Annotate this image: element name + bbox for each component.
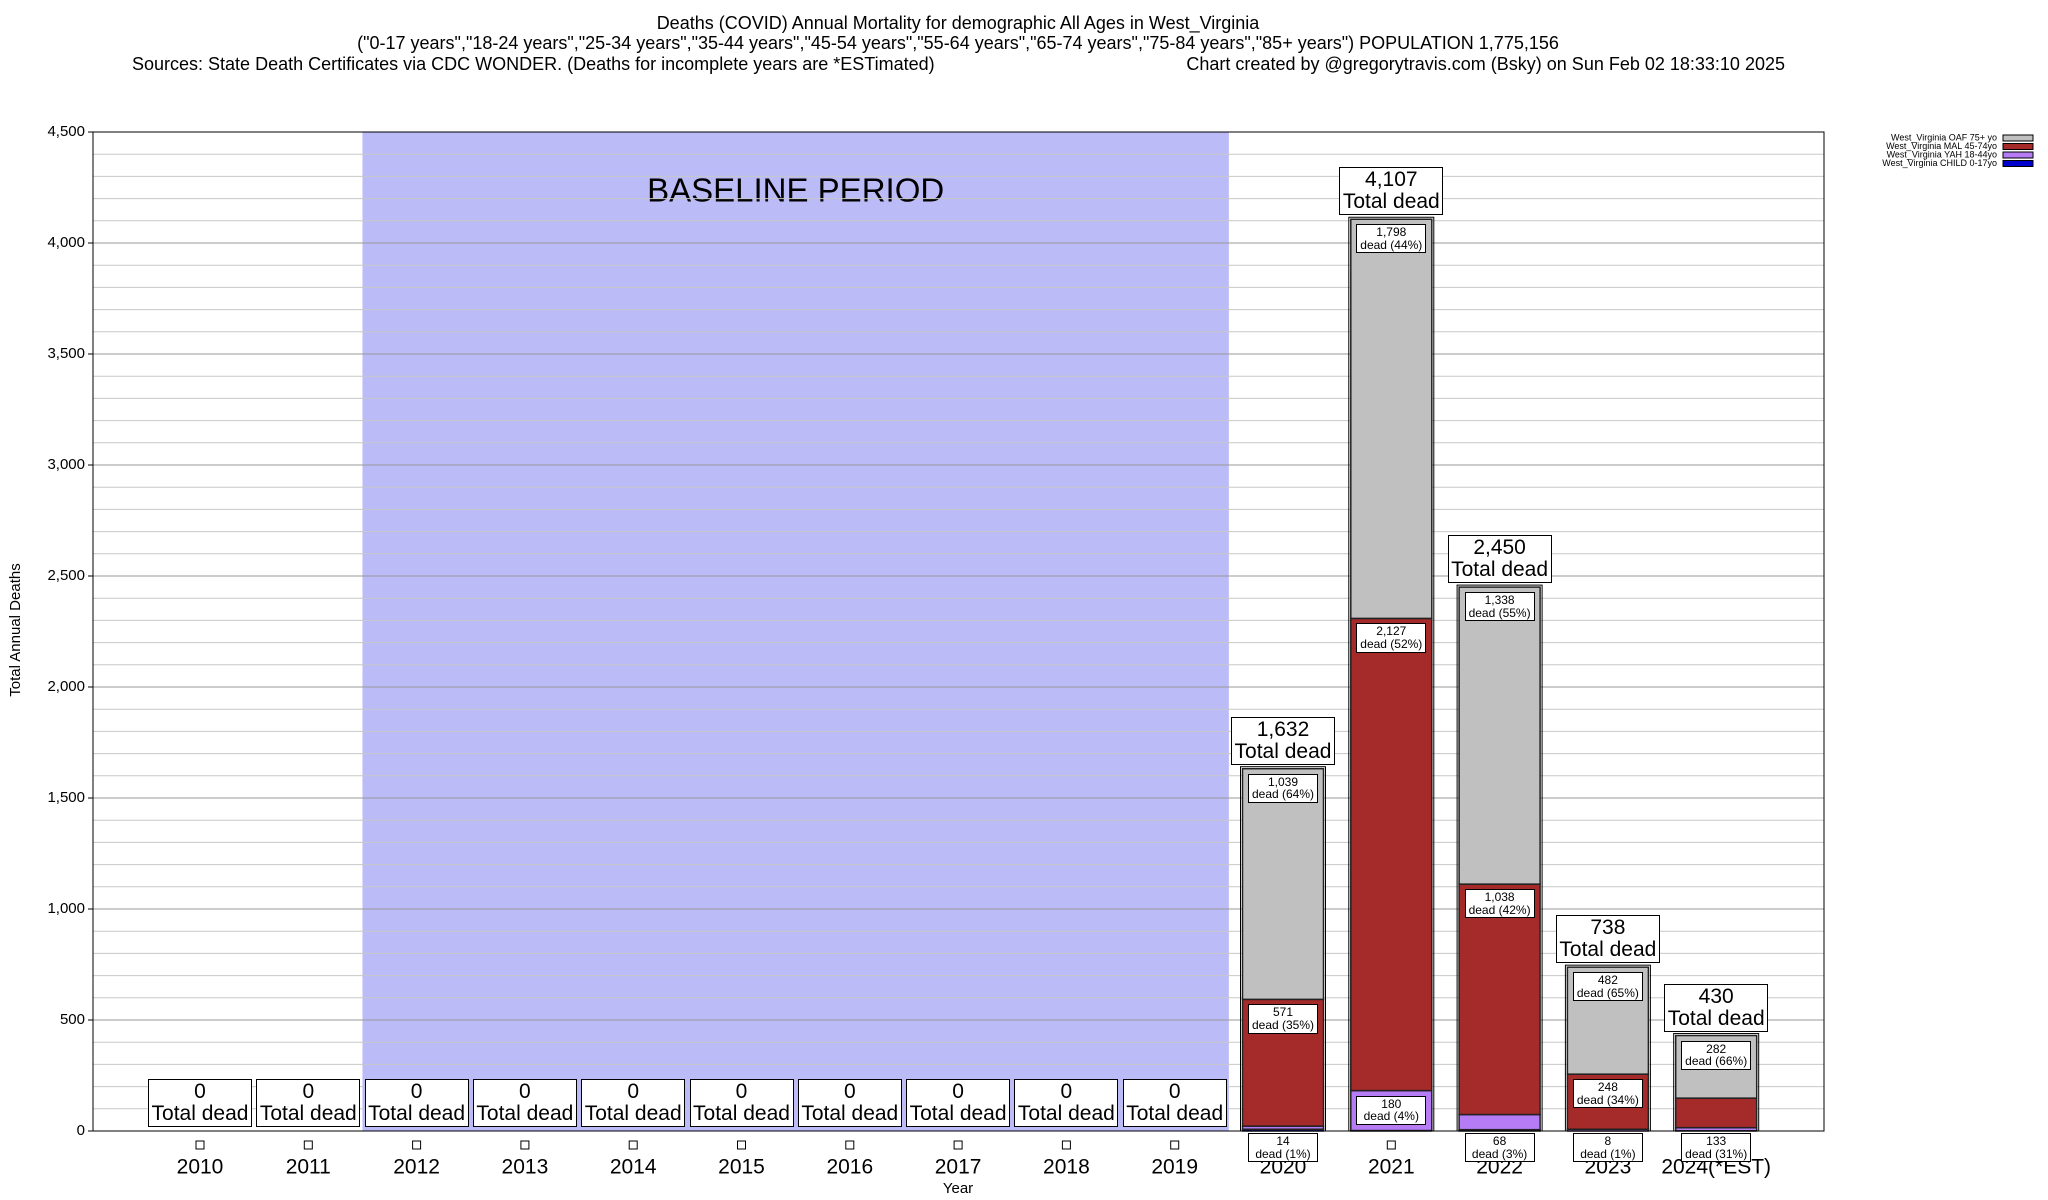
child-label-box <box>195 1140 205 1150</box>
x-tick-label: 2011 <box>286 1156 331 1179</box>
segment-label: 1,798 dead (44%) <box>1356 224 1427 254</box>
total-label: 0 Total dead <box>148 1079 252 1128</box>
total-label: 738 Total dead <box>1555 915 1660 964</box>
total-label: 2,450 Total dead <box>1447 535 1552 584</box>
segment-label: 571 dead (35%) <box>1248 1004 1318 1034</box>
segment-label: 248 dead (34%) <box>1572 1079 1643 1109</box>
legend-swatch <box>2002 151 2034 159</box>
x-axis-label: Year <box>943 1180 973 1197</box>
legend-label: West_Virginia CHILD 0-17yo <box>1882 158 1997 168</box>
total-label: 0 Total dead <box>581 1079 686 1128</box>
segment-label: 1,038 dead (42%) <box>1464 889 1535 919</box>
legend-swatch <box>2002 134 2034 142</box>
y-tick-label: 3,500 <box>47 345 85 362</box>
chart-title: Deaths (COVID) Annual Mortality for demo… <box>657 13 1261 34</box>
y-tick-label: 4,500 <box>47 123 85 140</box>
segment-label: 1,338 dead (55%) <box>1464 592 1535 622</box>
bar-segment <box>1350 218 1433 620</box>
child-label-box <box>303 1140 313 1150</box>
segment-label: 1,039 dead (64%) <box>1248 773 1318 803</box>
child-label-box <box>1170 1140 1180 1150</box>
y-tick-label: 3,000 <box>47 456 85 473</box>
total-label: 1,632 Total dead <box>1231 716 1335 765</box>
y-tick-label: 2,000 <box>47 678 85 695</box>
bar-segment <box>1458 586 1541 885</box>
total-label: 430 Total dead <box>1664 983 1769 1032</box>
child-label-box <box>412 1140 422 1150</box>
total-label: 4,107 Total dead <box>1339 167 1444 216</box>
child-label-box <box>1386 1140 1396 1150</box>
baseline-band <box>362 132 1229 1131</box>
total-label: 0 Total dead <box>1014 1079 1119 1128</box>
y-tick-label: 500 <box>60 1011 85 1028</box>
segment-label: 282 dead (66%) <box>1681 1040 1752 1070</box>
x-tick-label: 2021 <box>1368 1156 1415 1179</box>
segment-label: 133 dead (31%) <box>1681 1133 1752 1163</box>
segment-label: 180 dead (4%) <box>1356 1095 1427 1125</box>
total-label: 0 Total dead <box>472 1079 577 1128</box>
child-label-box <box>845 1140 855 1150</box>
total-label: 0 Total dead <box>797 1079 902 1128</box>
plot-frame <box>92 131 1825 1132</box>
x-tick-label: 2015 <box>718 1156 765 1179</box>
total-label: 0 Total dead <box>364 1079 469 1128</box>
child-label-box <box>520 1140 530 1150</box>
sources: Sources: State Death Certificates via CD… <box>132 54 935 74</box>
y-tick-label: 4,000 <box>47 234 85 251</box>
x-tick-label: 2016 <box>826 1156 873 1179</box>
total-label: 0 Total dead <box>1122 1079 1227 1128</box>
legend-label: West_Virginia YAH 18-44yo <box>1887 149 1997 159</box>
x-tick-label: 2013 <box>502 1156 549 1179</box>
y-tick-label: 0 <box>77 1122 85 1139</box>
segment-label: 8 dead (1%) <box>1572 1133 1643 1163</box>
x-tick-label: 2017 <box>935 1156 982 1179</box>
baseline-label: BASELINE PERIOD <box>647 172 944 209</box>
credit: Chart created by @gregorytravis.com (Bsk… <box>1186 54 1785 74</box>
legend-label: West_Virginia MAL 45-74yo <box>1886 141 1997 151</box>
bar-segment <box>1458 883 1541 1116</box>
bar-segment <box>1241 767 1325 1001</box>
chart-subtitle: ("0-17 years","18-24 years","25-34 years… <box>357 33 1559 53</box>
x-tick-label: 2014 <box>610 1156 657 1179</box>
child-label-box <box>953 1140 963 1150</box>
y-tick-label: 1,000 <box>47 900 85 917</box>
bar-segment <box>1674 1097 1758 1129</box>
total-label: 0 Total dead <box>906 1079 1011 1128</box>
y-tick-label: 2,500 <box>47 567 85 584</box>
segment-label: 2,127 dead (52%) <box>1356 623 1427 653</box>
child-label-box <box>737 1140 746 1150</box>
child-label-box <box>1061 1140 1071 1150</box>
child-label-box <box>628 1140 638 1150</box>
bar-segment <box>1350 617 1433 1092</box>
y-axis-label: Total Annual Deaths <box>7 563 24 696</box>
x-tick-label: 2018 <box>1043 1156 1090 1179</box>
x-tick-label: 2012 <box>393 1156 440 1179</box>
segment-label: 14 dead (1%) <box>1248 1133 1318 1163</box>
legend-label: West_Virginia OAF 75+ yo <box>1891 132 1997 142</box>
x-tick-label: 2019 <box>1151 1156 1198 1179</box>
y-tick-label: 1,500 <box>47 789 85 806</box>
legend-swatch <box>2002 143 2034 150</box>
bar-segment <box>1458 1113 1541 1131</box>
total-label: 0 Total dead <box>689 1079 794 1128</box>
total-label: 0 Total dead <box>256 1079 361 1128</box>
segment-label: 68 dead (3%) <box>1464 1133 1535 1163</box>
x-tick-label: 2010 <box>177 1156 224 1179</box>
legend-swatch <box>2002 160 2034 167</box>
segment-label: 482 dead (65%) <box>1572 972 1643 1002</box>
